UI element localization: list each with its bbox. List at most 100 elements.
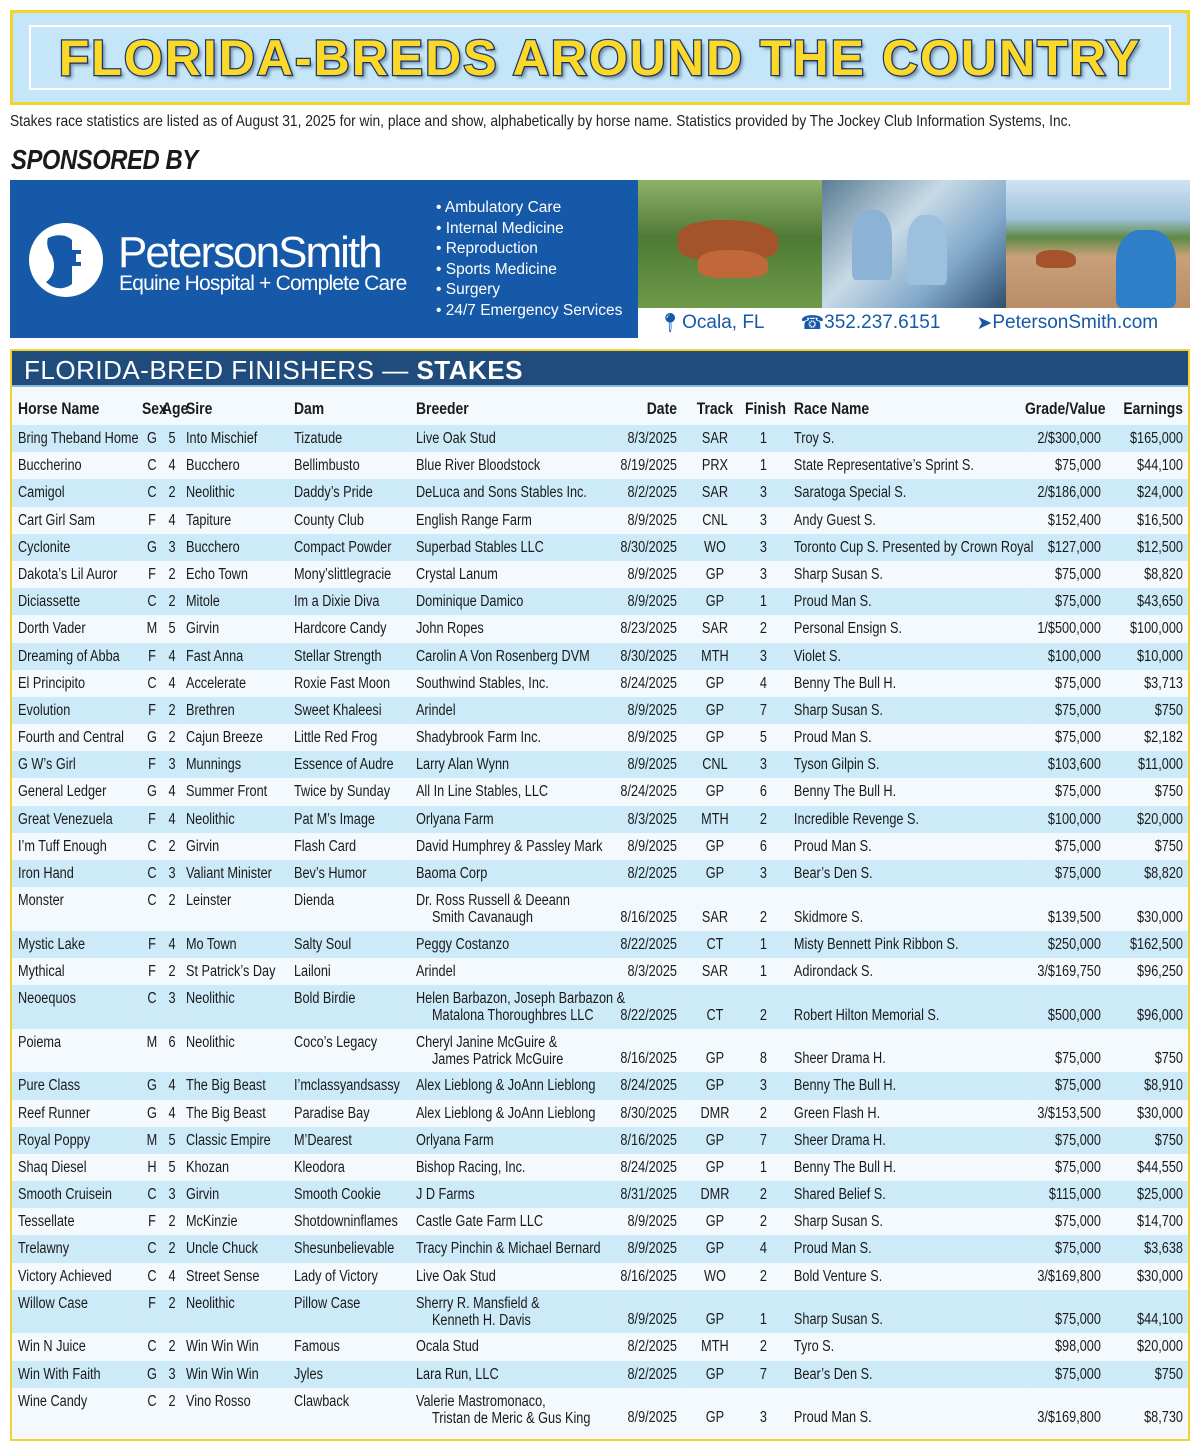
cell-finish: 1: [744, 1289, 782, 1334]
cell-horse-name: Poiema: [12, 1028, 142, 1073]
breeder-line: David Humphrey & Passley Mark: [415, 837, 603, 855]
cell-race-name: Andy Guest S.: [781, 506, 1025, 534]
cell-race-name: Skidmore S.: [781, 887, 1025, 931]
cell-finish: 3: [744, 479, 782, 507]
cell-horse-name: Monster: [12, 887, 142, 931]
cell-track: CNL: [684, 506, 745, 534]
mare-and-foal-photo: [638, 180, 822, 308]
cell-sire: St Patrick’s Day: [181, 957, 290, 986]
breeder-line: Larry Alan Wynn: [415, 756, 510, 774]
cell-finish: 3: [744, 506, 782, 534]
cell-track: GP: [684, 696, 745, 725]
column-header-earnings: Earnings: [1123, 399, 1183, 418]
table-row: Cart Girl Sam F 4 Tapiture County Club Englis…: [12, 506, 1188, 534]
table-row: Tessellate F 2 McKinzie Shotdowninflames Cast…: [12, 1208, 1188, 1236]
cell-sire: Mo Town: [181, 930, 290, 958]
cell-race-name: Misty Bennett Pink Ribbon S.: [781, 930, 1025, 958]
cell-sex: C: [141, 1235, 162, 1263]
cell-track: DMR: [684, 1099, 745, 1127]
cell-grade-value: $500,000: [1024, 985, 1105, 1029]
cell-dam: Coco’s Legacy: [289, 1028, 412, 1073]
cell-track: WO: [684, 1262, 745, 1290]
cell-breeder: Dr. Ross Russell & Deeann Smith Cavanaugh: [411, 887, 620, 931]
cell-finish: 2: [744, 1181, 782, 1209]
cell-earnings: $20,000: [1104, 805, 1188, 833]
cell-track: GP: [684, 1028, 745, 1073]
table-row: Reef Runner G 4 The Big Beast Paradise Bay Al…: [12, 1099, 1188, 1127]
cell-date: 8/22/2025: [619, 930, 685, 958]
cell-sire: The Big Beast: [181, 1099, 290, 1127]
cell-race-name: Proud Man S.: [781, 1235, 1025, 1263]
services-list: Ambulatory Care Internal Medicine Reprod…: [436, 198, 622, 322]
page-title: FLORIDA-BREDS AROUND THE COUNTRY: [57, 28, 1142, 87]
cell-track: GP: [684, 1360, 745, 1388]
cell-breeder: Valerie Mastromonaco, Tristan de Meric & …: [411, 1387, 620, 1432]
cell-breeder: Peggy Costanzo: [411, 930, 620, 958]
cell-grade-value: $75,000: [1024, 588, 1105, 616]
phone-number[interactable]: 352.237.6151: [824, 312, 941, 333]
cell-breeder: Carolin A Von Rosenberg DVM: [411, 642, 620, 670]
cell-sex: C: [141, 832, 162, 860]
table-row: Royal Poppy M 5 Classic Empire M’Dearest Orly…: [12, 1126, 1188, 1154]
cell-race-name: Sheer Drama H.: [781, 1028, 1025, 1073]
cell-sex: F: [141, 1289, 162, 1334]
sponsor-ad[interactable]: PetersonSmith Equine Hospital + Complete…: [10, 180, 1190, 338]
cell-sex: G: [141, 778, 162, 806]
table-row: Willow Case F 2 Neolithic Pillow Case Sherry …: [12, 1289, 1188, 1334]
cell-race-name: Tyro S.: [781, 1333, 1025, 1361]
table-row: General Ledger G 4 Summer Front Twice by Sun…: [12, 778, 1188, 806]
cell-dam: Roxie Fast Moon: [289, 669, 412, 697]
table-row: G W’s Girl F 3 Munnings Essence of Audre Larr…: [12, 751, 1188, 779]
breeder-line: Peggy Costanzo: [415, 935, 510, 953]
cell-dam: Shesunbelievable: [289, 1235, 412, 1263]
cell-sex: F: [141, 930, 162, 958]
cell-date: 8/9/2025: [619, 1387, 685, 1432]
cell-finish: 4: [744, 1235, 782, 1263]
cell-track: MTH: [684, 1333, 745, 1361]
cell-date: 8/9/2025: [619, 506, 685, 534]
cell-dam: I’mclassyandsassy: [289, 1072, 412, 1100]
cell-date: 8/2/2025: [619, 479, 685, 507]
cell-age: 5: [161, 425, 182, 453]
cell-age: 2: [161, 1289, 182, 1334]
cell-sire: Khozan: [181, 1153, 290, 1182]
cell-finish: 2: [744, 1262, 782, 1290]
table-row: Win N Juice C 2 Win Win Win Famous Ocala Stud…: [12, 1333, 1188, 1361]
service-item: Reproduction: [436, 239, 622, 260]
cell-earnings: $100,000: [1104, 615, 1188, 643]
cell-grade-value: $75,000: [1024, 1235, 1105, 1263]
cell-race-name: Benny The Bull H.: [781, 669, 1025, 697]
cell-breeder: Larry Alan Wynn: [411, 751, 620, 779]
title-banner: FLORIDA-BREDS AROUND THE COUNTRY: [10, 10, 1190, 105]
cell-dam: Twice by Sunday: [289, 778, 412, 806]
cell-sire: Neolithic: [181, 1028, 290, 1073]
cell-age: 4: [161, 452, 182, 480]
cell-dam: Bold Birdie: [289, 985, 412, 1029]
cell-date: 8/30/2025: [619, 1099, 685, 1127]
breeder-line: Alex Lieblong & JoAnn Lieblong: [415, 1104, 596, 1122]
cell-race-name: Bear’s Den S.: [781, 860, 1025, 888]
cell-track: GP: [684, 724, 745, 752]
cell-sire: Mitole: [181, 588, 290, 616]
table-row: Neoequos C 3 Neolithic Bold Birdie Helen Barb…: [12, 985, 1188, 1029]
service-item: Surgery: [436, 280, 622, 301]
cell-finish: 2: [744, 985, 782, 1029]
website-link[interactable]: PetersonSmith.com: [992, 312, 1159, 333]
cell-dam: Essence of Audre: [289, 751, 412, 779]
cell-race-name: Sharp Susan S.: [781, 1289, 1025, 1334]
cell-breeder: John Ropes: [411, 615, 620, 643]
cell-dam: Shotdowninflames: [289, 1208, 412, 1236]
cell-sire: Leinster: [181, 887, 290, 931]
table-row: Smooth Cruisein C 3 Girvin Smooth Cookie J D …: [12, 1181, 1188, 1209]
cell-age: 4: [161, 1099, 182, 1127]
table-row: Shaq Diesel H 5 Khozan Kleodora Bishop Racing…: [12, 1153, 1188, 1182]
cell-finish: 2: [744, 615, 782, 643]
cell-finish: 3: [744, 1072, 782, 1100]
cell-breeder: Tracy Pinchin & Michael Bernard: [411, 1235, 620, 1263]
table-row: El Principito C 4 Accelerate Roxie Fast Moon…: [12, 669, 1188, 697]
cell-sire: Bucchero: [181, 452, 290, 480]
cell-sex: G: [141, 1099, 162, 1127]
cell-earnings: $24,000: [1104, 479, 1188, 507]
cell-earnings: $8,730: [1104, 1387, 1188, 1432]
cell-finish: 8: [744, 1028, 782, 1073]
